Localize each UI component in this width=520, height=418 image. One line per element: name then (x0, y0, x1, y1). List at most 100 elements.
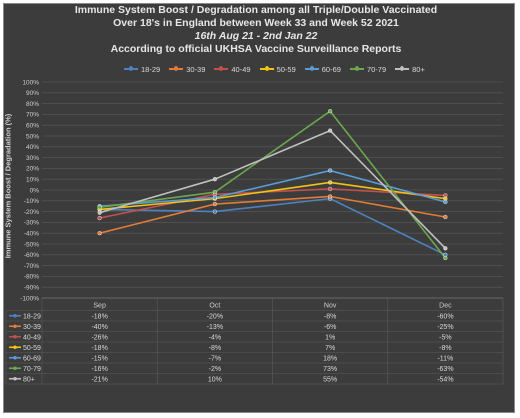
table-cell-value: -18% (91, 313, 107, 320)
x-category-label: Oct (209, 303, 220, 310)
y-tick-label: -50% (24, 241, 39, 248)
table-cell-value: -15% (91, 355, 107, 362)
data-point-80+ (443, 246, 448, 251)
table-cell-value: -60% (437, 313, 453, 320)
table-legend-key-marker (13, 366, 17, 371)
legend-item-18-29: 18-29 (124, 65, 160, 74)
data-point-40-49 (97, 215, 102, 221)
table-cell-value: -13% (207, 324, 223, 331)
table-cell-value: -25% (437, 324, 453, 331)
table-legend-key-marker (13, 313, 17, 318)
y-tick-label: -30% (24, 220, 39, 227)
series-line-70-79 (99, 110, 447, 259)
data-point-70-79 (97, 205, 102, 210)
data-point-50-59 (328, 180, 333, 185)
table-legend-key-marker (13, 355, 17, 360)
legend-swatch (259, 65, 274, 73)
data-point-30-39 (443, 214, 448, 220)
legend-item-60-69: 60-69 (304, 64, 341, 74)
y-tick-label: 20% (26, 166, 39, 173)
table-series-name: 50-59 (23, 345, 41, 352)
legend-item-80+: 80+ (395, 65, 425, 74)
table-cell-value: -21% (91, 376, 107, 383)
legend-swatch (124, 65, 138, 73)
table-cell-value: -20% (207, 313, 223, 320)
y-tick-label: 90% (26, 90, 39, 97)
y-tick-label: -70% (24, 263, 39, 270)
x-category-label: Dec (439, 303, 452, 310)
table-legend-key-marker (13, 324, 17, 329)
table-cell-value: 55% (323, 376, 337, 383)
table-legend-key-marker (13, 376, 17, 381)
legend-label: 70-79 (366, 64, 387, 74)
legend-item-50-59: 50-59 (259, 64, 296, 74)
chart-frame (3, 3, 515, 413)
y-tick-label: 0% (30, 187, 40, 194)
table-series-name: 18-29 (23, 313, 41, 320)
y-tick-label: -80% (24, 274, 39, 281)
y-tick-label: -90% (24, 285, 39, 292)
table-cell-value: -54% (437, 376, 453, 383)
legend-swatch (395, 65, 410, 73)
y-tick-label: 50% (26, 133, 39, 140)
table-cell-value: -2% (209, 366, 221, 373)
table-series-name: 30-39 (23, 324, 41, 331)
series-line-40-49 (99, 188, 446, 219)
table-series-name: 80+ (23, 376, 35, 383)
data-point-60-69 (443, 199, 448, 204)
table-cell-value: -5% (439, 334, 451, 341)
table-cell-value: 18% (323, 355, 337, 362)
x-category-label: Nov (324, 303, 337, 310)
legend-label: 40-49 (231, 64, 251, 74)
data-point-80+ (328, 128, 333, 133)
data-point-60-69 (328, 168, 333, 173)
y-tick-label: -60% (24, 252, 39, 259)
chart-legend: 18-29 30-39 40-49 50-59 60-69 70-79 80+ (124, 63, 425, 75)
table-series-name: 40-49 (23, 334, 41, 341)
data-point-18-29 (212, 209, 217, 214)
series-line-60-69 (99, 169, 446, 207)
y-tick-label: -20% (24, 209, 39, 216)
y-tick-label: -10% (24, 198, 39, 205)
table-cell-value: -40% (91, 324, 107, 331)
title-line-4: According to official UKHSA Vaccine Surv… (110, 43, 402, 55)
table-cell-value: -8% (324, 313, 336, 320)
y-tick-label: 60% (26, 123, 39, 130)
data-point-70-79 (328, 109, 333, 114)
legend-label: 50-59 (276, 64, 296, 74)
table-cell-value: -7% (209, 355, 221, 362)
legend-label: 80+ (412, 64, 425, 74)
y-tick-label: -100% (20, 295, 39, 302)
y-tick-label: 40% (26, 144, 39, 151)
legend-label: 60-69 (321, 64, 341, 74)
table-series-name: 60-69 (23, 355, 41, 362)
x-category-label: Sep (93, 303, 106, 310)
y-tick-label: 100% (22, 79, 39, 86)
data-point-70-79 (443, 255, 448, 261)
data-point-30-39 (97, 231, 102, 236)
table-cell-value: -63% (437, 366, 453, 373)
data-point-30-39 (328, 194, 333, 199)
y-tick-label: 80% (26, 101, 39, 108)
table-cell-value: -11% (437, 355, 453, 362)
series-line-30-39 (99, 195, 446, 234)
table-cell-value: 1% (325, 334, 335, 341)
data-point-70-79 (212, 190, 217, 195)
table-cell-value: -16% (91, 366, 107, 373)
table-cell-value: -6% (324, 324, 336, 331)
table-cell-value: 10% (208, 376, 222, 383)
legend-item-30-39: 30-39 (169, 65, 205, 74)
legend-swatch (214, 65, 229, 73)
legend-item-40-49: 40-49 (214, 64, 251, 74)
title-line-2: Over 18's in England between Week 33 and… (113, 17, 399, 29)
table-cell-value: -4% (209, 334, 221, 341)
legend-label: 30-39 (186, 64, 206, 74)
data-point-60-69 (212, 195, 217, 200)
table-cell-value: -8% (439, 345, 451, 352)
series-line-18-29 (99, 197, 446, 256)
table-legend-key-marker (13, 345, 17, 350)
legend-item-70-79: 70-79 (349, 64, 387, 74)
y-tick-label: -40% (24, 231, 39, 238)
data-point-30-39 (212, 201, 217, 207)
